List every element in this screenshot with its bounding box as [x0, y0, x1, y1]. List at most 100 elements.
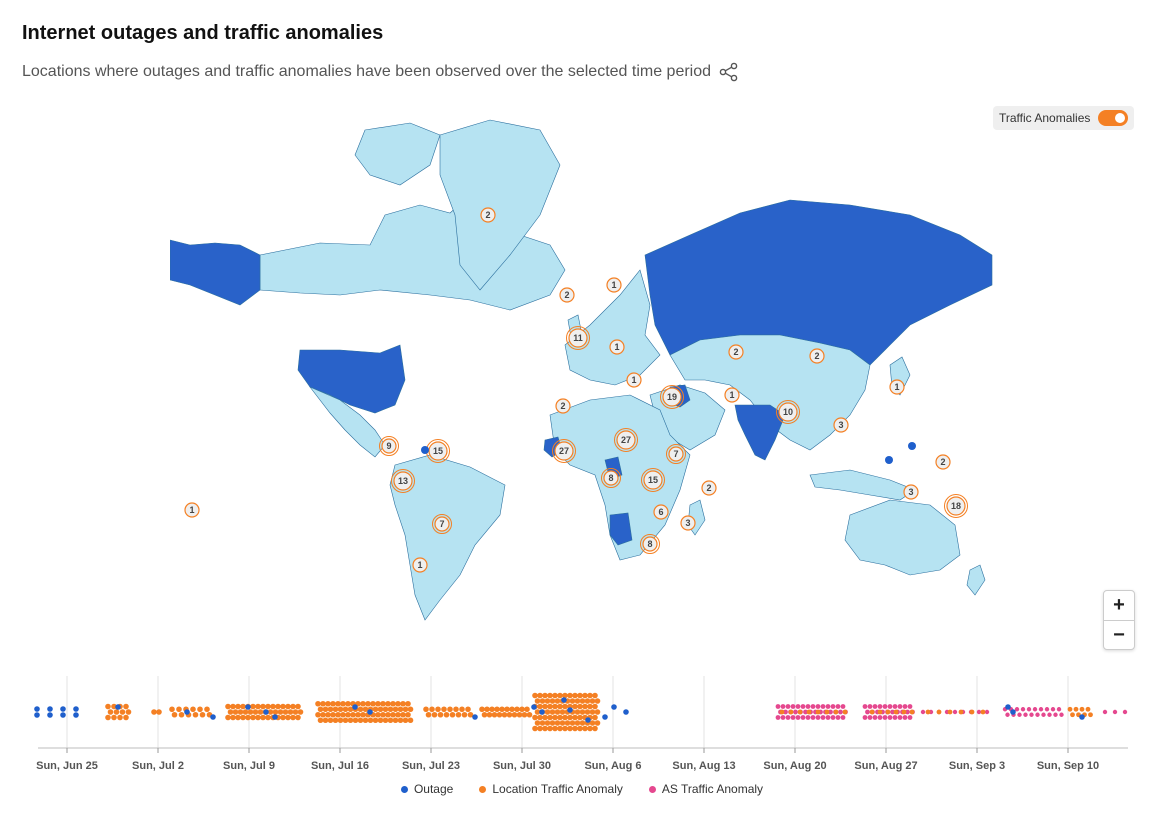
timeline-event-dot[interactable]: [552, 714, 558, 721]
legend-item-location-anomaly[interactable]: Location Traffic Anomaly: [479, 782, 623, 796]
timeline-event-dot[interactable]: [549, 698, 556, 704]
timeline-event-dot[interactable]: [840, 704, 846, 709]
timeline-event-dot[interactable]: [397, 706, 404, 713]
timeline-event-dot[interactable]: [382, 706, 389, 713]
timeline-event-dot[interactable]: [447, 706, 453, 713]
timeline-event-dot[interactable]: [375, 700, 381, 707]
timeline-event-dot[interactable]: [584, 709, 591, 715]
timeline-event-dot[interactable]: [795, 715, 801, 720]
timeline-event-dot[interactable]: [1005, 712, 1010, 717]
timeline-event-dot[interactable]: [47, 706, 53, 712]
timeline-event-dot[interactable]: [325, 711, 331, 718]
timeline-event-dot[interactable]: [105, 703, 111, 710]
timeline-event-dot[interactable]: [337, 717, 344, 724]
timeline-event-dot[interactable]: [489, 706, 495, 713]
timeline-event-dot[interactable]: [285, 714, 291, 721]
timeline-event-dot[interactable]: [435, 706, 441, 713]
timeline-event-dot[interactable]: [197, 706, 203, 713]
timeline-event-dot[interactable]: [340, 711, 346, 718]
timeline-event-dot[interactable]: [574, 720, 581, 726]
timeline-event-dot[interactable]: [810, 704, 816, 709]
timeline-event-dot[interactable]: [835, 715, 841, 720]
timeline-event-dot[interactable]: [272, 714, 278, 720]
timeline-event-dot[interactable]: [60, 712, 66, 718]
map-marker[interactable]: 1: [626, 372, 642, 388]
timeline-event-dot[interactable]: [405, 711, 411, 718]
timeline-event-dot[interactable]: [815, 704, 821, 709]
timeline-event-dot[interactable]: [245, 714, 251, 721]
timeline-event-dot[interactable]: [589, 698, 596, 704]
timeline-event-dot[interactable]: [1067, 706, 1073, 712]
timeline-event-dot[interactable]: [611, 704, 617, 710]
region-arctic-islands[interactable]: [354, 122, 441, 186]
timeline-event-dot[interactable]: [572, 725, 578, 732]
map-marker[interactable]: 27: [614, 428, 638, 452]
timeline-event-dot[interactable]: [355, 711, 361, 718]
timeline-event-dot[interactable]: [315, 700, 321, 707]
timeline-event-dot[interactable]: [623, 709, 629, 715]
timeline-event-dot[interactable]: [295, 714, 301, 721]
timeline-event-dot[interactable]: [345, 700, 351, 707]
timeline-event-dot[interactable]: [441, 706, 447, 713]
map-marker[interactable]: 15: [641, 468, 665, 492]
timeline-event-dot[interactable]: [569, 698, 576, 704]
timeline-event-dot[interactable]: [594, 698, 601, 704]
map-marker[interactable]: 3: [833, 417, 849, 433]
timeline-event-dot[interactable]: [788, 709, 794, 715]
timeline-event-dot[interactable]: [395, 700, 401, 707]
timeline-event-dot[interactable]: [1079, 714, 1085, 720]
timeline-event-dot[interactable]: [547, 692, 553, 699]
timeline-event-dot[interactable]: [73, 712, 79, 718]
timeline-event-dot[interactable]: [842, 709, 848, 715]
timeline-event-dot[interactable]: [453, 706, 459, 713]
timeline-event-dot[interactable]: [592, 703, 598, 710]
timeline-event-dot[interactable]: [797, 709, 803, 715]
timeline-event-dot[interactable]: [867, 715, 873, 720]
timeline-event-dot[interactable]: [907, 715, 913, 720]
timeline-event-dot[interactable]: [882, 715, 888, 720]
timeline-event-dot[interactable]: [431, 711, 438, 718]
country-australia[interactable]: [844, 499, 961, 576]
timeline-event-dot[interactable]: [320, 700, 326, 707]
timeline-event-dot[interactable]: [592, 714, 598, 721]
timeline-event-dot[interactable]: [561, 697, 567, 703]
timeline-event-dot[interactable]: [290, 703, 296, 710]
timeline-event-dot[interactable]: [297, 709, 304, 715]
timeline-event-dot[interactable]: [255, 703, 261, 710]
timeline-event-dot[interactable]: [897, 704, 903, 709]
timeline-event-dot[interactable]: [1085, 706, 1091, 712]
timeline-event-dot[interactable]: [235, 714, 241, 721]
timeline-event-dot[interactable]: [902, 704, 908, 709]
timeline-event-dot[interactable]: [250, 714, 256, 721]
timeline-event-dot[interactable]: [315, 711, 321, 718]
map-marker[interactable]: 10: [776, 400, 800, 424]
country-greenland[interactable]: [439, 119, 561, 291]
timeline-event-dot[interactable]: [838, 709, 843, 715]
timeline-event-dot[interactable]: [877, 709, 883, 715]
timeline-event-dot[interactable]: [335, 711, 341, 718]
timeline-event-dot[interactable]: [230, 714, 236, 721]
timeline-event-dot[interactable]: [499, 706, 505, 713]
timeline-event-dot[interactable]: [360, 700, 366, 707]
timeline-event-dot[interactable]: [521, 711, 528, 718]
timeline-event-dot[interactable]: [184, 709, 190, 715]
timeline-event-dot[interactable]: [1053, 712, 1058, 717]
timeline-event-dot[interactable]: [532, 692, 538, 699]
timeline-event-dot[interactable]: [958, 709, 964, 715]
timeline-event-dot[interactable]: [557, 692, 563, 699]
timeline-event-dot[interactable]: [1020, 707, 1026, 712]
timeline-event-dot[interactable]: [805, 704, 811, 709]
timeline-event-dot[interactable]: [800, 704, 806, 709]
timeline-event-dot[interactable]: [815, 715, 821, 720]
map-marker[interactable]: 2: [728, 344, 744, 360]
timeline-event-dot[interactable]: [824, 709, 830, 715]
timeline-event-dot[interactable]: [156, 709, 162, 715]
timeline-event-dot[interactable]: [325, 700, 331, 707]
timeline-event-dot[interactable]: [367, 709, 373, 715]
timeline-event-dot[interactable]: [825, 715, 831, 720]
timeline-event-dot[interactable]: [370, 700, 376, 707]
timeline-event-dot[interactable]: [225, 703, 231, 710]
timeline-event-dot[interactable]: [407, 717, 414, 724]
timeline-event-dot[interactable]: [902, 715, 908, 720]
timeline-event-dot[interactable]: [330, 700, 336, 707]
